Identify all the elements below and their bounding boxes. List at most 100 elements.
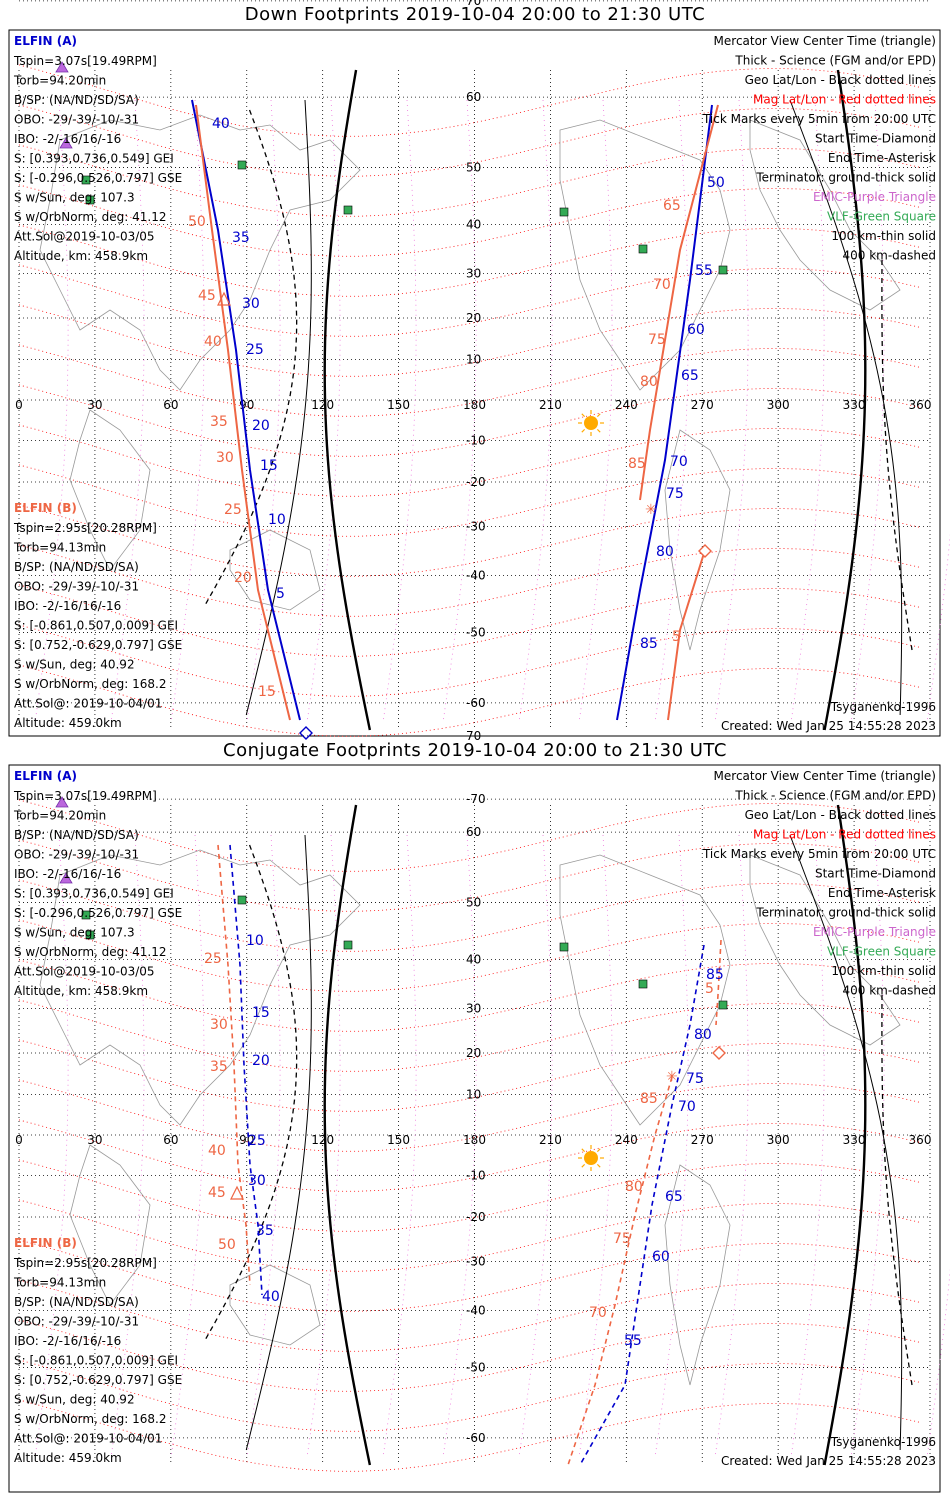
- mag-lat-line: [18, 504, 920, 577]
- top-panel-frame: [8, 29, 941, 737]
- mag-lon-line: [110, 99, 145, 721]
- mag-lat-line: [18, 104, 920, 177]
- vlf-square: [237, 895, 247, 905]
- mag-lat-line: [18, 1239, 920, 1312]
- lon-tick-label: 360: [909, 1133, 932, 1147]
- footer-model: Tsyganenko-1996: [830, 700, 936, 714]
- sun-ray: [581, 1163, 586, 1168]
- elfin-a-tick-label-2: 80: [656, 544, 674, 560]
- mag-lon-line: [246, 834, 281, 1456]
- elfin-a-tick-label-2: 50: [707, 175, 725, 191]
- legend-line: Tick Marks every 5min from 20:00 UTC: [702, 847, 936, 861]
- elfin-a-info-line: Tspin=3.07s[19.49RPM]: [13, 54, 157, 68]
- vlf-square: [85, 195, 95, 205]
- legend-line: 100 km-thin solid: [831, 964, 936, 978]
- elfin-a-tick-label: 30: [248, 1173, 266, 1189]
- top-panel-title: Down Footprints 2019-10-04 20:00 to 21:3…: [244, 4, 706, 25]
- elfin-b-info-line: Tspin=2.95s[20.28RPM]: [13, 1256, 157, 1270]
- elfin-a-tick-label: 35: [256, 1223, 274, 1239]
- lat-tick-label: -70: [466, 792, 486, 806]
- elfin-b-info-line: Altitude: 459.0km: [14, 1451, 122, 1465]
- elfin-b-info-line: S w/Sun, deg: 40.92: [14, 658, 135, 672]
- start-diamond: [712, 1046, 726, 1060]
- lat-tick-label: 10: [466, 1088, 481, 1102]
- legend-line: Start Time-Diamond: [815, 867, 936, 881]
- vlf-square: [718, 265, 728, 275]
- legend-line: Start Time-Diamond: [815, 132, 936, 146]
- elfin-a-info-line: Tspin=3.07s[19.49RPM]: [13, 789, 157, 803]
- legend-line: Thick - Science (FGM and/or EPD): [734, 54, 936, 68]
- sun-icon: [584, 1151, 598, 1165]
- lat-tick-label: -30: [466, 1254, 486, 1268]
- elfin-a-tick-label: 15: [252, 1005, 270, 1021]
- vlf-square: [559, 942, 569, 952]
- elfin-a-tick-label: 10: [246, 933, 264, 949]
- elfin-b-track-2: [715, 939, 722, 1026]
- lat-tick-label: 40: [466, 953, 481, 967]
- sun-ray: [596, 1163, 601, 1168]
- lon-tick-label: 150: [387, 398, 410, 412]
- elfin-b-tick-label-2: 80: [625, 1179, 643, 1195]
- elfin-a-info-line: Torb=94.20min: [13, 74, 106, 88]
- legend-line: VLF-Green Square: [827, 945, 936, 959]
- legend-line: Geo Lat/Lon - Black dotted lines: [745, 808, 936, 822]
- lat-tick-label: -40: [466, 568, 486, 582]
- elfin-b-track: [195, 104, 291, 721]
- end-asterisk: ✳: [645, 502, 657, 518]
- elfin-b-info-line: IBO: -2/-16/16/-16: [14, 599, 121, 613]
- lon-tick-label: 270: [691, 398, 714, 412]
- lat-tick-label: 70: [466, 0, 481, 8]
- mag-lat-line: [18, 1319, 920, 1392]
- lon-tick-label: 270: [691, 1133, 714, 1147]
- 400km-line: [881, 259, 913, 651]
- emic-triangle: [55, 61, 69, 73]
- mag-lon-line: [306, 99, 341, 721]
- lat-tick-label: -40: [466, 1303, 486, 1317]
- elfin-a-tick-label-2: 75: [686, 1071, 704, 1087]
- elfin-a-info-line: S w/OrbNorm, deg: 41.12: [14, 210, 166, 224]
- mag-lat-line: [18, 584, 920, 657]
- elfin-a-tick-label-2: 70: [678, 1099, 696, 1115]
- elfin-b-info-line: B/SP: (NA/ND/SD/SA): [14, 1295, 139, 1309]
- lat-tick-label: -50: [466, 625, 486, 639]
- elfin-b-tick-label-2: 70: [653, 277, 671, 293]
- legend-line: Mag Lat/Lon - Red dotted lines: [753, 828, 936, 842]
- mag-lat-line: [18, 1199, 920, 1272]
- elfin-b-info-line: S w/OrbNorm, deg: 168.2: [14, 677, 166, 691]
- sun-ray: [581, 413, 586, 418]
- elfin-a-track: [191, 99, 301, 721]
- lon-tick-label: 150: [387, 1133, 410, 1147]
- lon-tick-label: 240: [615, 1133, 638, 1147]
- mag-lat-line: [18, 264, 920, 337]
- lat-tick-label: 40: [466, 218, 481, 232]
- elfin-b-info-line: B/SP: (NA/ND/SD/SA): [14, 560, 139, 574]
- vlf-square: [638, 979, 648, 989]
- legend-line: End Time-Asterisk: [828, 886, 936, 900]
- lat-tick-label: 30: [466, 1002, 481, 1016]
- elfin-a-tick-label-2: 60: [687, 322, 705, 338]
- elfin-a-tick-label-2: 55: [624, 1333, 642, 1349]
- elfin-b-tick-label-2: 75: [613, 1231, 631, 1247]
- elfin-a-info-line: Att.Sol@2019-10-03/05: [14, 965, 155, 979]
- mag-lat-line: [18, 624, 920, 697]
- mag-lat-line: [18, 464, 920, 537]
- footer-created: Created: Wed Jan 25 14:55:28 2023: [721, 1454, 936, 1468]
- elfin-b-tick-label-2: 65: [663, 198, 681, 214]
- elfin-b-info-line: OBO: -29/-39/-10/-31: [14, 580, 139, 594]
- bottom-panel-title: Conjugate Footprints 2019-10-04 20:00 to…: [223, 740, 727, 761]
- vlf-square: [638, 244, 648, 254]
- lat-tick-label: -60: [466, 1431, 486, 1445]
- vlf-square: [81, 175, 91, 185]
- emic-triangle: [55, 796, 69, 808]
- elfin-b-track-2: [639, 104, 719, 501]
- vlf-square: [81, 910, 91, 920]
- lon-tick-label: 300: [767, 398, 790, 412]
- elfin-b-info-line: S: [0.752,-0.629,0.797] GSE: [14, 638, 182, 652]
- terminator-line: [823, 69, 867, 731]
- emic-triangle: [217, 291, 231, 306]
- elfin-b-info-line: S: [0.752,-0.629,0.797] GSE: [14, 1373, 182, 1387]
- elfin-a-tick-label-2: 65: [665, 1189, 683, 1205]
- elfin-a-tick-label: 25: [248, 1133, 266, 1149]
- elfin-a-info-line: Torb=94.20min: [13, 809, 106, 823]
